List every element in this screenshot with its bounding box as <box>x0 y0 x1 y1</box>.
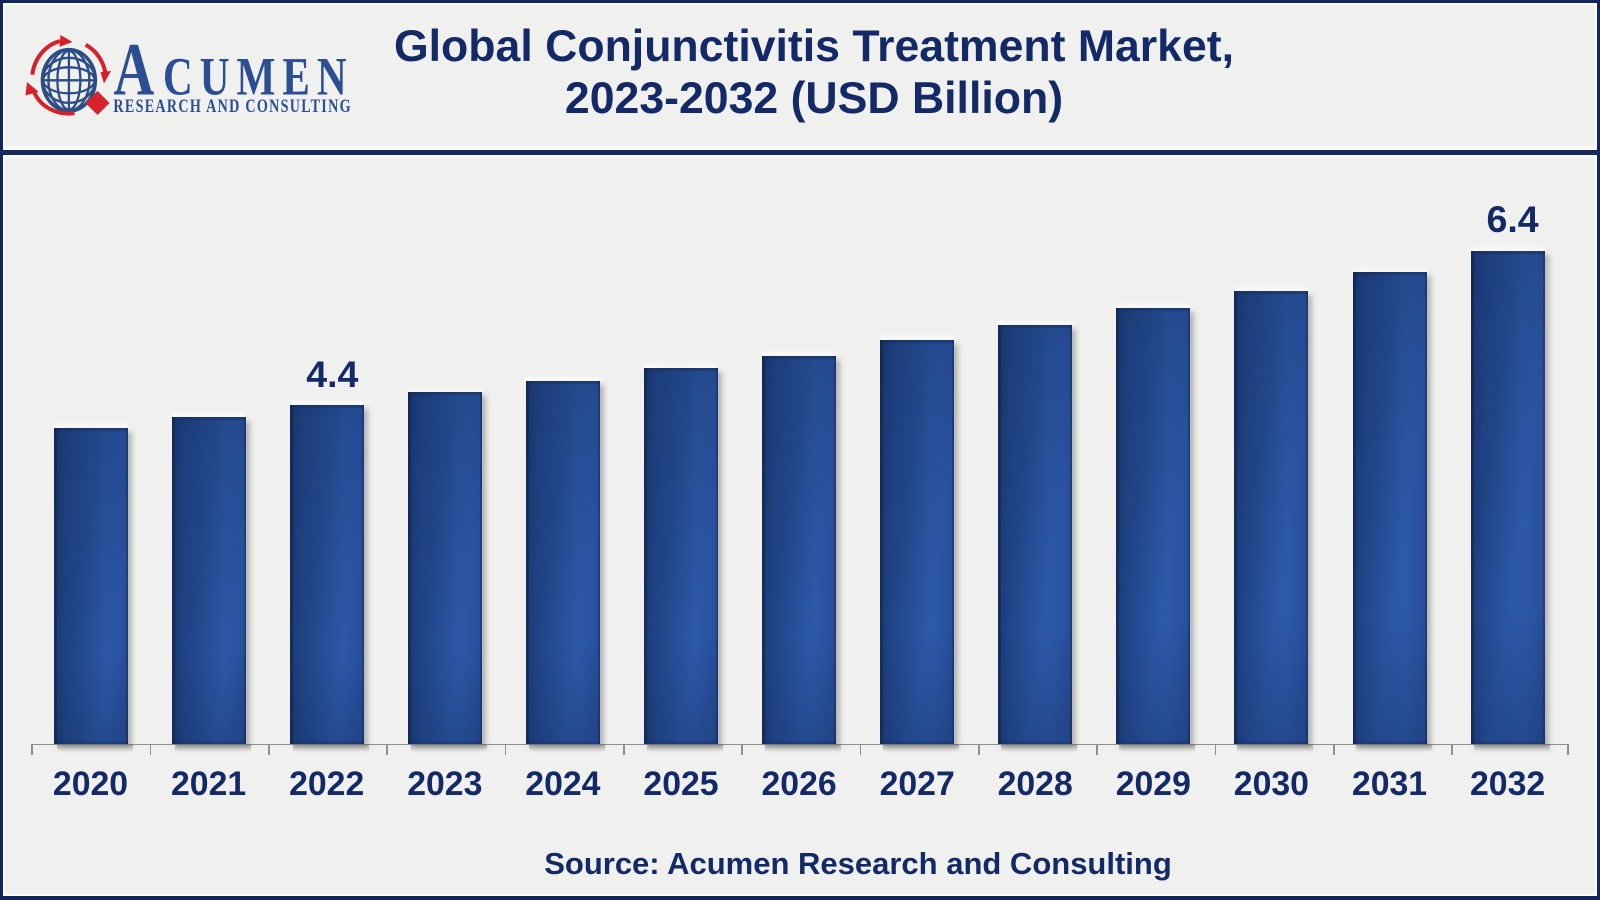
svg-text:CUMEN: CUMEN <box>163 47 354 107</box>
svg-text:RESEARCH AND CONSULTING: RESEARCH AND CONSULTING <box>113 95 351 116</box>
svg-text:A: A <box>114 29 155 111</box>
